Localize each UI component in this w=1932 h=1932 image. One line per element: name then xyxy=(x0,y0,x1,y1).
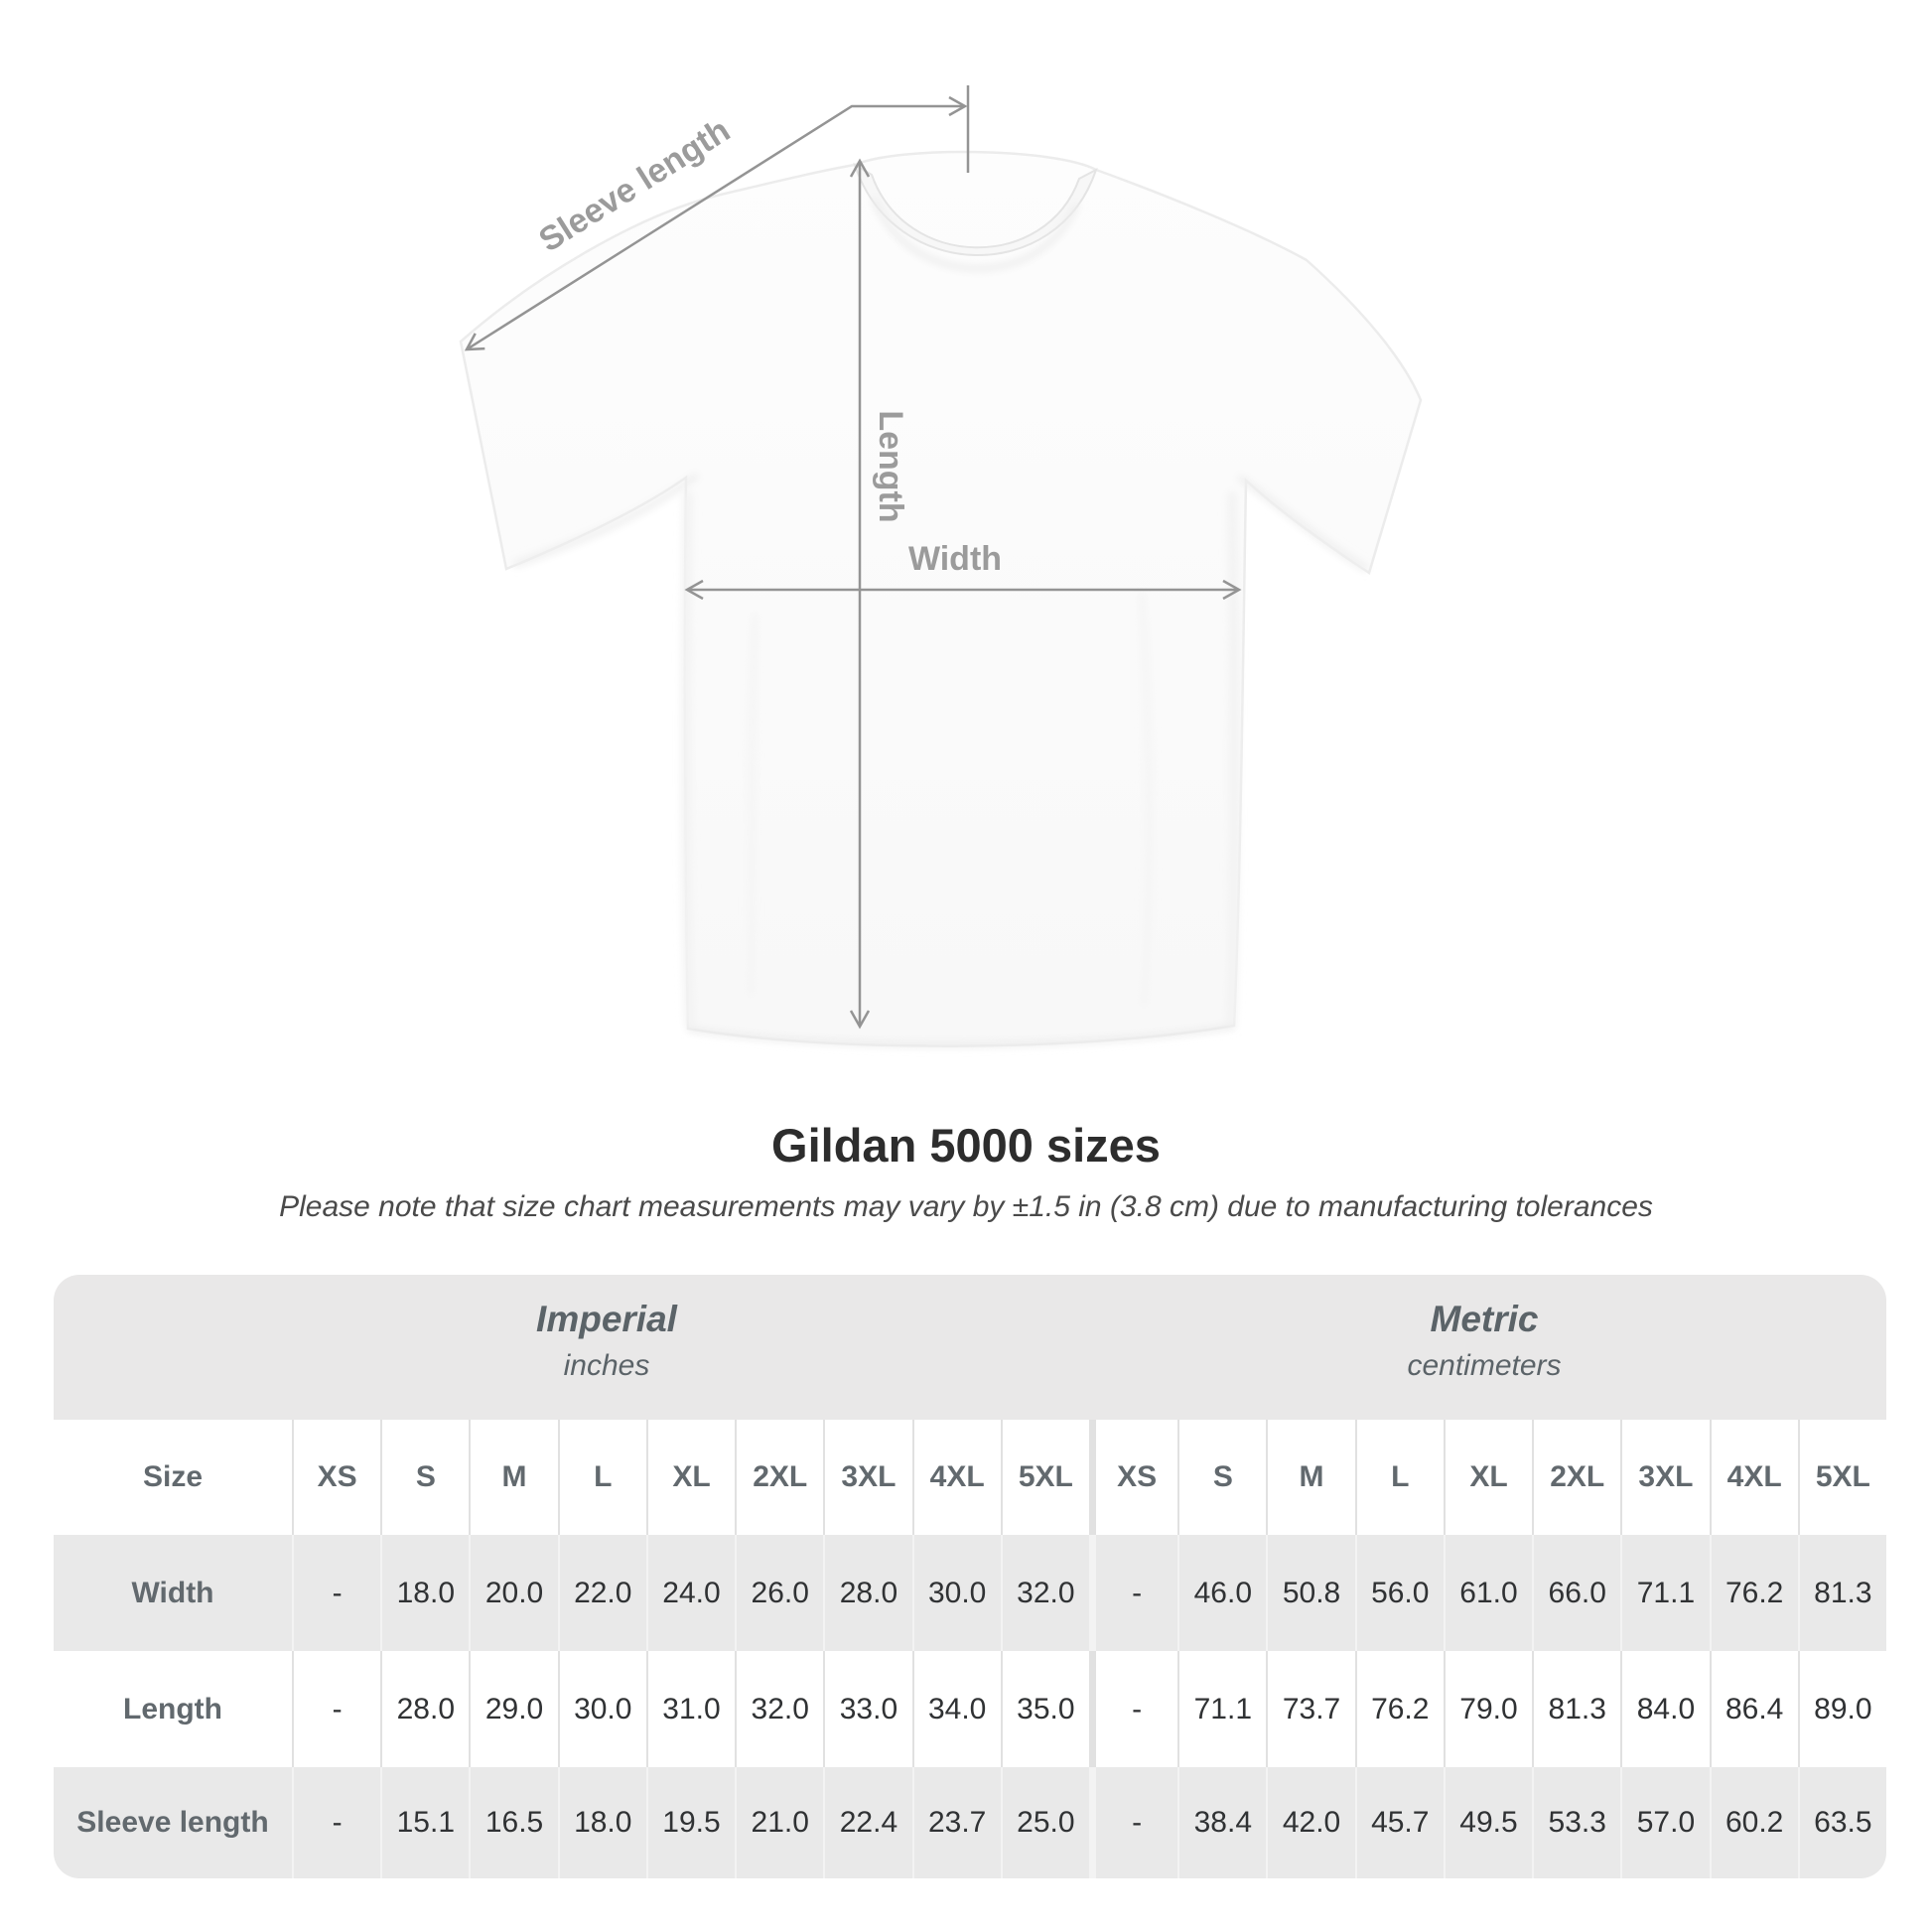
measurement-arrows xyxy=(464,85,1242,1030)
size-header-row: Size XS S M L XL 2XL 3XL 4XL 5XL XS S M … xyxy=(54,1420,1886,1535)
value-cell: 76.2 xyxy=(1354,1651,1444,1767)
value-cell: 29.0 xyxy=(469,1651,557,1767)
size-cell: L xyxy=(557,1420,646,1535)
value-cell: 71.1 xyxy=(1620,1535,1709,1651)
value-cell: 63.5 xyxy=(1797,1767,1886,1878)
value-cell: 71.1 xyxy=(1177,1651,1266,1767)
size-cell: 3XL xyxy=(1620,1420,1709,1535)
value-cell: 24.0 xyxy=(645,1535,735,1651)
size-cell: XL xyxy=(645,1420,735,1535)
size-cell: M xyxy=(469,1420,557,1535)
value-cell: 79.0 xyxy=(1443,1651,1532,1767)
metric-sublabel: centimeters xyxy=(1407,1349,1562,1383)
value-cell: 28.0 xyxy=(823,1535,911,1651)
metric-header: Metric centimeters xyxy=(1407,1297,1561,1390)
value-cell: 20.0 xyxy=(469,1535,557,1651)
value-cell: 42.0 xyxy=(1266,1767,1354,1878)
value-cell: 15.1 xyxy=(380,1767,469,1878)
size-table: Imperial inches Metric centimeters Size … xyxy=(54,1275,1886,1878)
value-cell: 45.7 xyxy=(1354,1767,1444,1878)
value-cell: 22.0 xyxy=(557,1535,646,1651)
length-label: Length xyxy=(872,410,909,522)
value-cell: 60.2 xyxy=(1709,1767,1798,1878)
value-cell: 23.7 xyxy=(911,1767,1001,1878)
sleeve-length-arrow xyxy=(464,95,968,351)
value-cell: 19.5 xyxy=(645,1767,735,1878)
value-cell: 18.0 xyxy=(380,1535,469,1651)
size-cell: 3XL xyxy=(823,1420,911,1535)
value-cell: 46.0 xyxy=(1177,1535,1266,1651)
page-title: Gildan 5000 sizes xyxy=(771,1119,1161,1172)
value-cell: 89.0 xyxy=(1797,1651,1886,1767)
tolerance-note: Please note that size chart measurements… xyxy=(279,1190,1653,1223)
value-cell: - xyxy=(1088,1651,1177,1767)
value-cell: - xyxy=(292,1767,380,1878)
value-cell: 61.0 xyxy=(1443,1535,1532,1651)
row-label: Length xyxy=(123,1692,222,1725)
size-cell: 2XL xyxy=(1532,1420,1620,1535)
value-cell: 66.0 xyxy=(1532,1535,1620,1651)
value-cell: 33.0 xyxy=(823,1651,911,1767)
value-cell: 32.0 xyxy=(735,1651,823,1767)
imperial-header: Imperial inches xyxy=(536,1297,677,1390)
value-cell: 50.8 xyxy=(1266,1535,1354,1651)
size-cell: 4XL xyxy=(1709,1420,1798,1535)
value-cell: 56.0 xyxy=(1354,1535,1444,1651)
value-cell: 38.4 xyxy=(1177,1767,1266,1878)
value-cell: 84.0 xyxy=(1620,1651,1709,1767)
metric-label: Metric xyxy=(1430,1299,1539,1339)
row-label: Sleeve length xyxy=(76,1806,269,1839)
value-cell: 30.0 xyxy=(911,1535,1001,1651)
imperial-label: Imperial xyxy=(536,1299,677,1339)
value-cell: 73.7 xyxy=(1266,1651,1354,1767)
imperial-sublabel: inches xyxy=(563,1349,650,1383)
value-cell: 53.3 xyxy=(1532,1767,1620,1878)
value-cell: - xyxy=(1088,1535,1177,1651)
size-cell: 4XL xyxy=(911,1420,1001,1535)
tshirt-illustration xyxy=(459,150,1423,1047)
value-cell: 22.4 xyxy=(823,1767,911,1878)
value-cell: 16.5 xyxy=(469,1767,557,1878)
value-cell: 86.4 xyxy=(1709,1651,1798,1767)
value-cell: 31.0 xyxy=(645,1651,735,1767)
size-cell: 5XL xyxy=(1797,1420,1886,1535)
value-cell: 26.0 xyxy=(735,1535,823,1651)
value-cell: - xyxy=(292,1535,380,1651)
size-cell: S xyxy=(380,1420,469,1535)
value-cell: 49.5 xyxy=(1443,1767,1532,1878)
size-cell: S xyxy=(1177,1420,1266,1535)
value-cell: 18.0 xyxy=(557,1767,646,1878)
sleeve-length-row: Sleeve length - 15.1 16.5 18.0 19.5 21.0… xyxy=(54,1767,1886,1878)
size-cell: M xyxy=(1266,1420,1354,1535)
length-row: Length - 28.0 29.0 30.0 31.0 32.0 33.0 3… xyxy=(54,1651,1886,1767)
size-cell: 5XL xyxy=(1000,1420,1089,1535)
value-cell: 32.0 xyxy=(1000,1535,1089,1651)
value-cell: 81.3 xyxy=(1532,1651,1620,1767)
width-row: Width - 18.0 20.0 22.0 24.0 26.0 28.0 30… xyxy=(54,1535,1886,1651)
value-cell: 81.3 xyxy=(1797,1535,1886,1651)
size-cell: XL xyxy=(1443,1420,1532,1535)
value-cell: 28.0 xyxy=(380,1651,469,1767)
unit-header-band: Imperial inches Metric centimeters xyxy=(54,1275,1886,1420)
width-label: Width xyxy=(908,540,1002,578)
size-column-header: Size xyxy=(142,1460,204,1493)
value-cell: 35.0 xyxy=(1000,1651,1089,1767)
value-cell: 25.0 xyxy=(1000,1767,1089,1878)
size-cell: XS xyxy=(1088,1420,1177,1535)
value-cell: 21.0 xyxy=(735,1767,823,1878)
size-cell: 2XL xyxy=(735,1420,823,1535)
value-cell: - xyxy=(1088,1767,1177,1878)
value-cell: 30.0 xyxy=(557,1651,646,1767)
size-cell: L xyxy=(1354,1420,1444,1535)
row-label: Width xyxy=(131,1576,214,1609)
size-cell: XS xyxy=(292,1420,380,1535)
value-cell: - xyxy=(292,1651,380,1767)
value-cell: 57.0 xyxy=(1620,1767,1709,1878)
sleeve-length-label: Sleeve length xyxy=(532,111,737,259)
value-cell: 76.2 xyxy=(1709,1535,1798,1651)
value-cell: 34.0 xyxy=(911,1651,1001,1767)
